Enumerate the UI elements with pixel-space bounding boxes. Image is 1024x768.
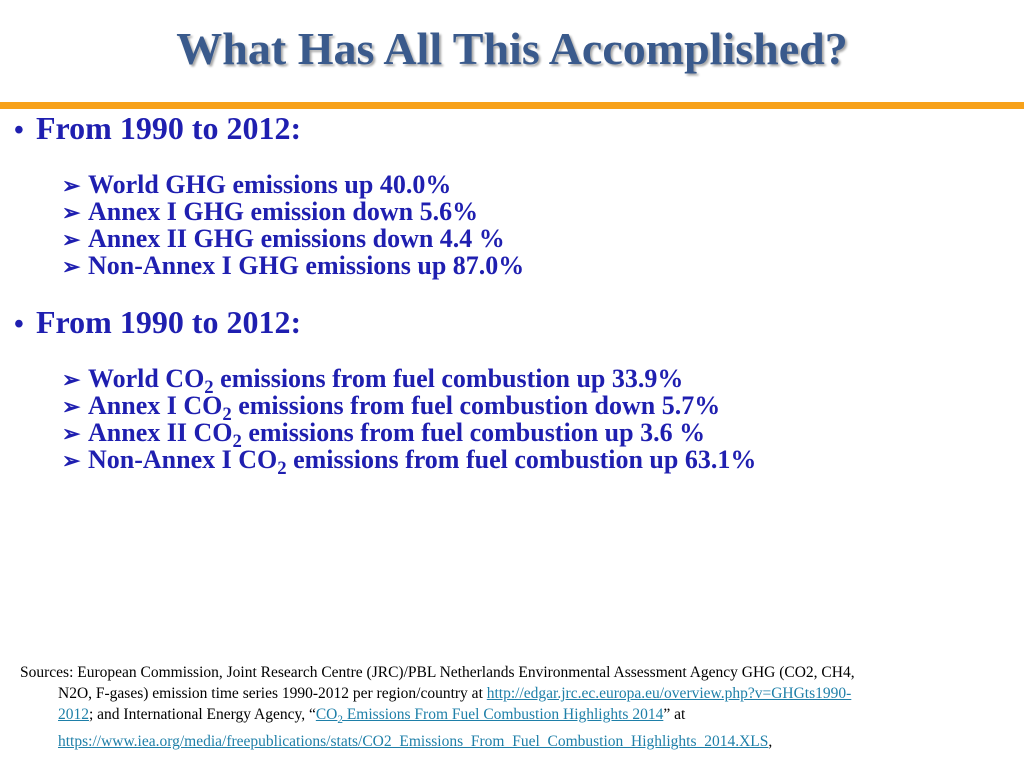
heading-text: From 1990 to 2012: [36, 304, 302, 340]
sources-footnote: Sources: European Commission, Joint Rese… [20, 662, 980, 752]
list-item: ➢ Annex II CO2 emissions from fuel combus… [62, 418, 706, 453]
list-item: ➢ World CO2 emissions from fuel combustio… [62, 364, 684, 399]
list-item: ➢ Annex I GHG emission down 5.6% [62, 197, 479, 226]
sources-line-4: https://www.iea.org/media/freepublicatio… [58, 733, 773, 751]
list-item: ➢ Non-Annex I GHG emissions up 87.0% [62, 251, 525, 280]
list-item: ➢ Annex I CO2 emissions from fuel combust… [62, 391, 721, 426]
slide-title: What Has All This Accomplished? [176, 23, 848, 74]
list-item: ➢ Annex II GHG emissions down 4.4 % [62, 224, 505, 253]
arrow-bullet-icon: ➢ [62, 367, 81, 392]
sources-line-2: N2O, F-gases) emission time series 1990-… [58, 685, 852, 702]
sources-line-3: 2012; and International Energy Agency, “… [58, 706, 686, 727]
edgar-link-continued[interactable]: 2012 [58, 706, 89, 723]
bullet-heading-co2: • From 1990 to 2012: [14, 304, 301, 341]
arrow-bullet-icon: ➢ [62, 227, 81, 252]
edgar-link[interactable]: http://edgar.jrc.ec.europa.eu/overview.p… [486, 685, 852, 702]
arrow-bullet-icon: ➢ [62, 421, 81, 446]
bullet-heading-ghg: • From 1990 to 2012: [14, 110, 301, 147]
arrow-bullet-icon: ➢ [62, 173, 81, 198]
arrow-bullet-icon: ➢ [62, 200, 81, 225]
iea-highlights-link[interactable]: CO2 Emissions From Fuel Combustion Highl… [315, 706, 664, 727]
title-divider [0, 102, 1024, 109]
bullet-dot-icon: • [14, 309, 24, 340]
arrow-bullet-icon: ➢ [62, 448, 81, 473]
list-item: ➢ World GHG emissions up 40.0% [62, 170, 452, 199]
iea-xls-link[interactable]: https://www.iea.org/media/freepublicatio… [58, 733, 769, 751]
list-item: ➢ Non-Annex I CO2 emissions from fuel com… [62, 445, 757, 480]
arrow-bullet-icon: ➢ [62, 394, 81, 419]
heading-text: From 1990 to 2012: [36, 110, 302, 146]
sources-line-1: Sources: European Commission, Joint Rese… [20, 664, 855, 681]
bullet-dot-icon: • [14, 115, 24, 146]
arrow-bullet-icon: ➢ [62, 254, 81, 279]
